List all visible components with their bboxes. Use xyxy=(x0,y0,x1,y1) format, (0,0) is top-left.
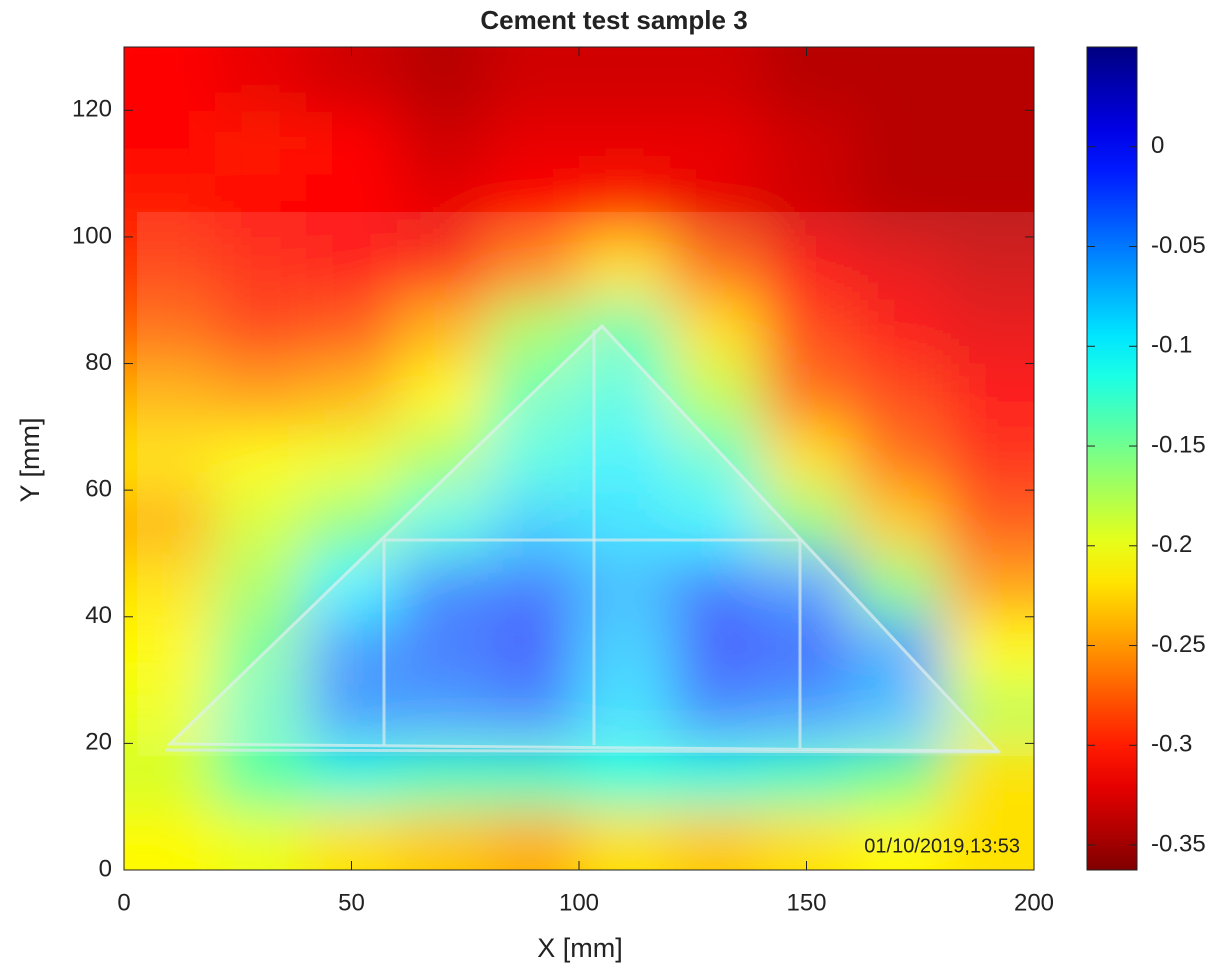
y-tick-label: 40 xyxy=(85,602,112,629)
heat-cell xyxy=(215,807,307,931)
heat-cell xyxy=(215,110,307,174)
heat-cell xyxy=(670,807,762,931)
x-tick-label: 50 xyxy=(338,889,365,916)
colorbar-tick-label: -0.25 xyxy=(1151,631,1206,658)
heat-cell xyxy=(579,110,671,174)
heat-cell xyxy=(670,110,762,174)
heat-cell xyxy=(852,0,944,111)
colorbar-tick-label: -0.15 xyxy=(1151,431,1206,458)
y-tick-label: 0 xyxy=(99,855,112,882)
photo-overlay xyxy=(137,212,1034,756)
x-tick-label: 0 xyxy=(117,889,130,916)
heat-cell xyxy=(397,110,489,174)
heat-cell xyxy=(943,0,1095,111)
heat-cell xyxy=(488,110,580,174)
heat-cell xyxy=(397,807,489,931)
colorbar xyxy=(1087,47,1137,870)
heat-cell xyxy=(761,110,853,174)
x-tick-label: 200 xyxy=(1014,889,1054,916)
heat-cell xyxy=(64,0,216,111)
heat-cell xyxy=(306,110,398,174)
x-tick-label: 100 xyxy=(559,889,599,916)
x-axis-label: X [mm] xyxy=(537,933,623,963)
x-tick-label: 150 xyxy=(786,889,826,916)
y-axis-label: Y [mm] xyxy=(15,417,45,502)
timestamp: 01/10/2019,13:53 xyxy=(864,835,1020,857)
colorbar-tick-label: -0.2 xyxy=(1151,531,1192,558)
chart: Cement test sample 3 X [mm] Y [mm] 01/10… xyxy=(0,0,1228,971)
colorbar-tick-label: -0.35 xyxy=(1151,830,1206,857)
colorbar-tick-label: -0.05 xyxy=(1151,232,1206,259)
heat-cell xyxy=(943,110,1095,174)
heat-cell xyxy=(64,807,216,931)
colorbar-tick-label: -0.3 xyxy=(1151,731,1192,758)
colorbar-tick-label: -0.1 xyxy=(1151,332,1192,359)
y-tick-label: 100 xyxy=(72,222,112,249)
heat-cell xyxy=(397,0,489,111)
y-tick-label: 120 xyxy=(72,96,112,123)
heat-cell xyxy=(215,0,307,111)
chart-title: Cement test sample 3 xyxy=(480,5,747,35)
y-tick-label: 80 xyxy=(85,349,112,376)
y-tick-label: 60 xyxy=(85,475,112,502)
colorbar-tick-label: 0 xyxy=(1151,132,1164,159)
heat-cell xyxy=(852,807,944,931)
heat-cell xyxy=(852,110,944,174)
y-tick-label: 20 xyxy=(85,729,112,756)
